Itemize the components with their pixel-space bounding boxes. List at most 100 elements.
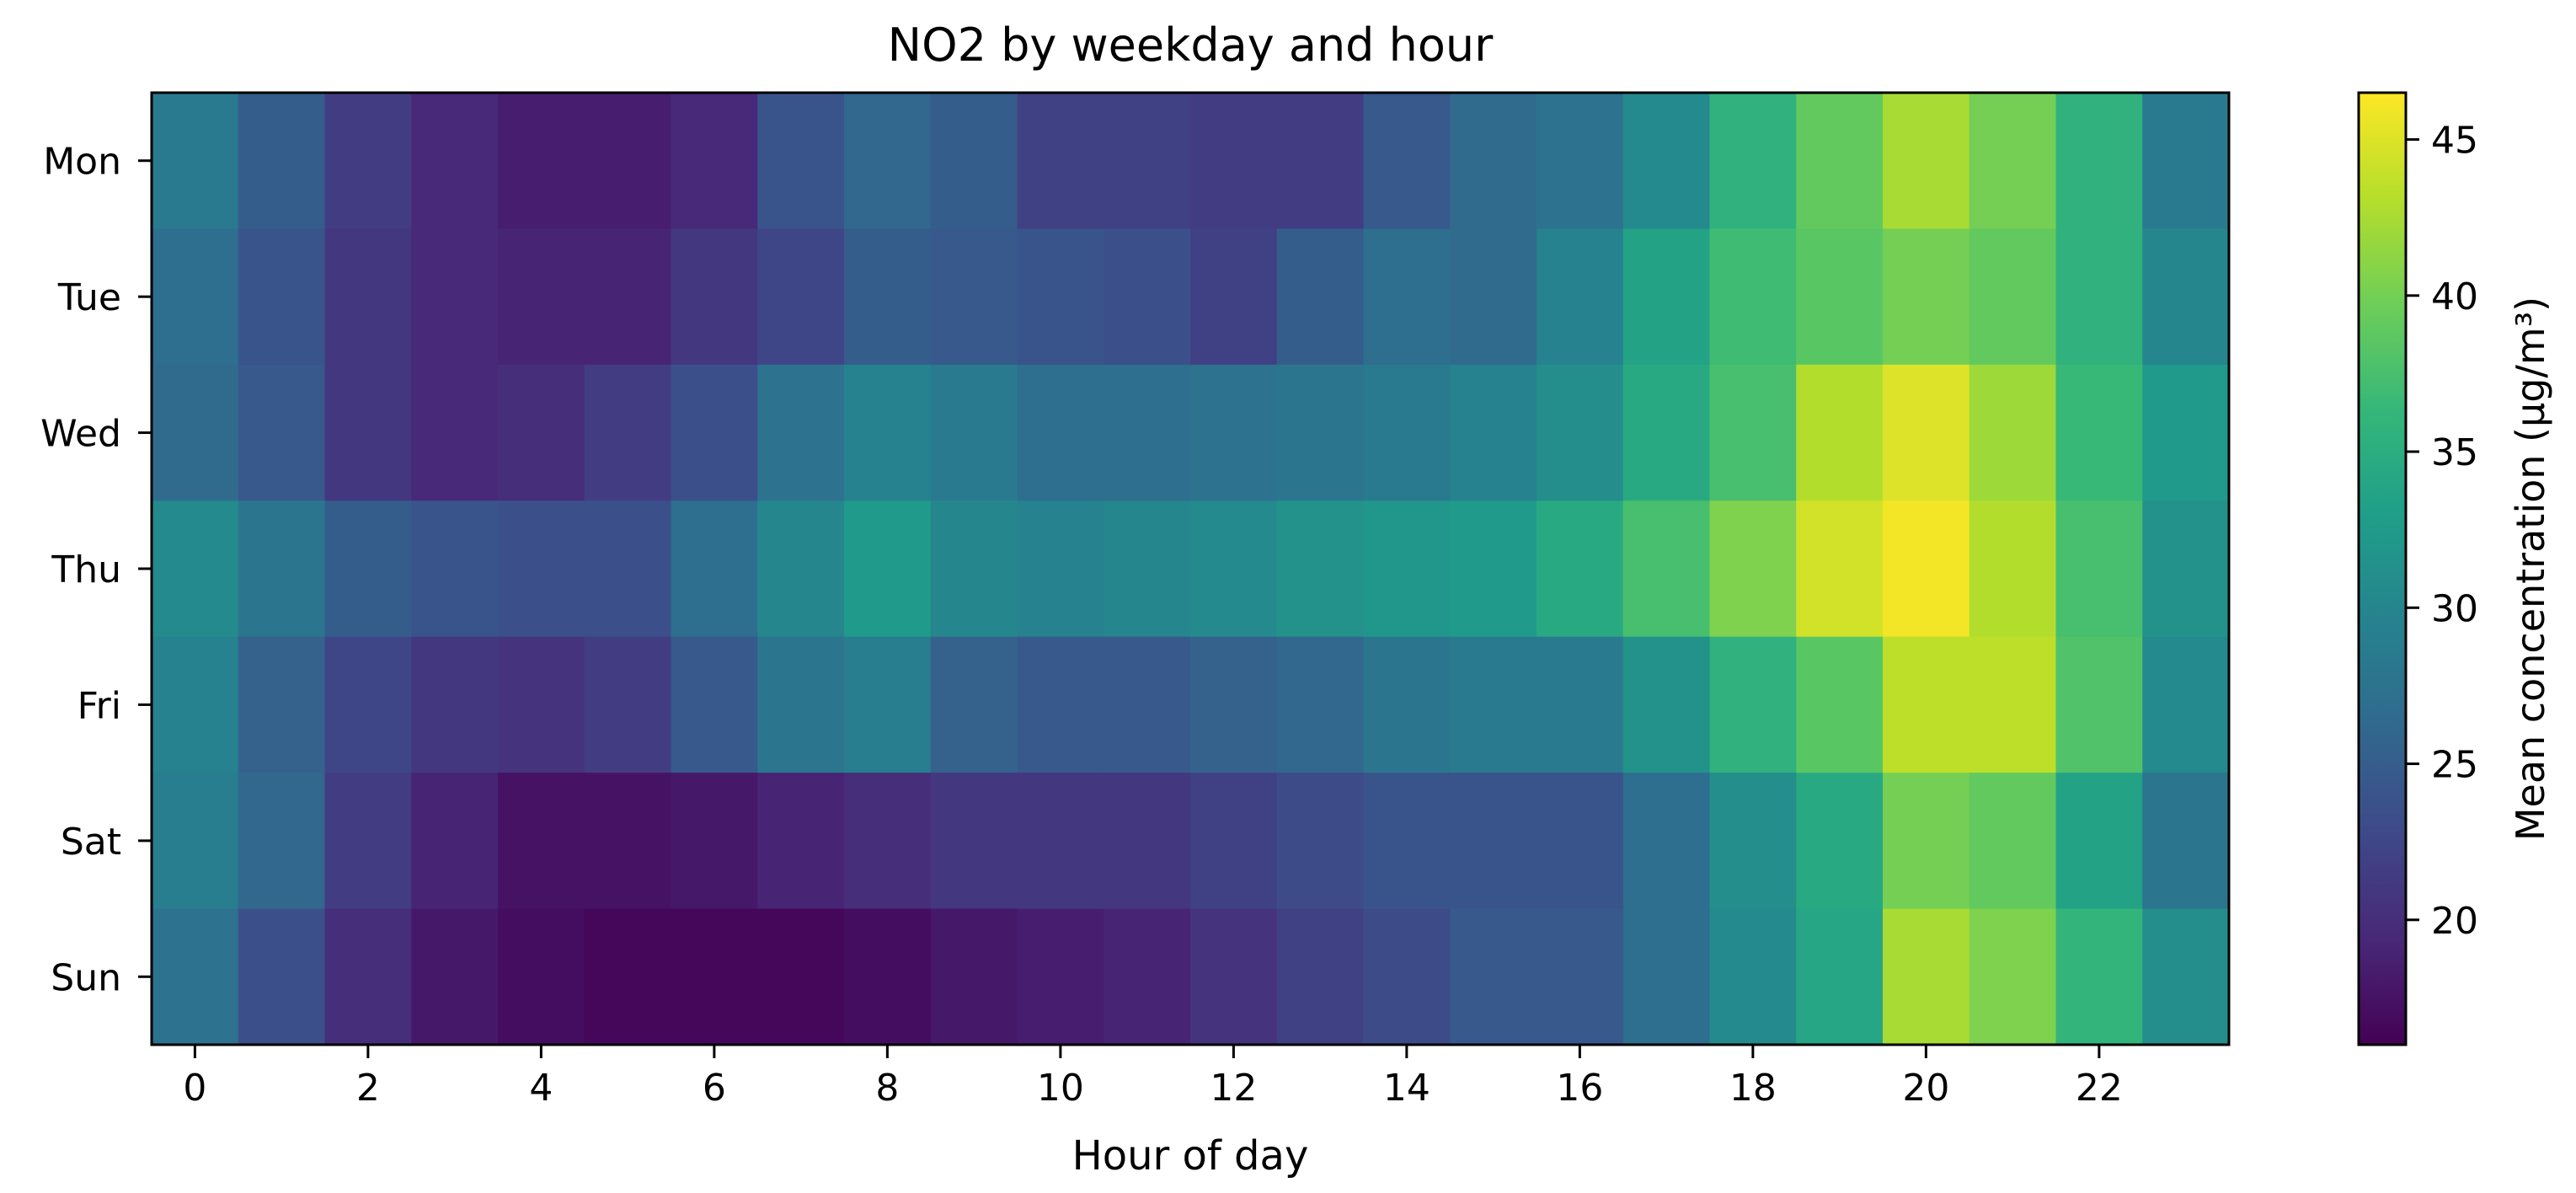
heatmap-cell	[1622, 93, 1711, 230]
y-tick-label: Mon	[43, 141, 121, 184]
heatmap-cell	[2142, 636, 2230, 773]
heatmap-cell	[1537, 636, 1624, 773]
heatmap-cell	[1969, 636, 2057, 773]
heatmap-cell	[1104, 773, 1191, 910]
heatmap-cell	[324, 93, 412, 230]
heatmap-cell	[1190, 908, 1278, 1046]
heatmap-cell	[671, 908, 758, 1046]
y-axis: Mon Tue Wed Thu Fri Sat Sun	[40, 141, 152, 999]
heatmap-cell	[1709, 908, 1797, 1046]
colorbar: 20 25 30 35 40 45 Mean concentration (µg/m³)	[2357, 91, 2553, 1046]
heatmap-cell	[1622, 908, 1711, 1046]
heatmap-cell	[324, 500, 412, 638]
heatmap-cell	[1363, 93, 1451, 230]
heatmap-cell	[1276, 364, 1365, 501]
heatmap-cell	[1537, 908, 1624, 1046]
heatmap-cell	[1276, 908, 1365, 1046]
heatmap-cell	[757, 773, 845, 910]
heatmap-cell	[498, 773, 585, 910]
heatmap-cell	[1450, 500, 1537, 638]
heatmap-cell	[930, 500, 1018, 638]
heatmap-cell	[1450, 908, 1537, 1046]
heatmap-cell	[498, 908, 585, 1046]
y-tick-label: Tue	[57, 276, 121, 319]
heatmap-cell	[1709, 636, 1797, 773]
heatmap-cell	[1104, 93, 1191, 230]
heatmap-cell	[324, 364, 412, 501]
heatmap-cell	[1796, 500, 1884, 638]
heatmap-cell	[1969, 364, 2057, 501]
heatmap-cell	[1537, 773, 1624, 910]
heatmap-cell	[1969, 773, 2057, 910]
heatmap-cell	[757, 636, 845, 773]
heatmap-cell	[1190, 500, 1278, 638]
heatmap-cell	[1190, 773, 1278, 910]
heatmap-cell	[152, 908, 239, 1046]
x-tick-label: 16	[1556, 1067, 1603, 1110]
heatmap-cell	[1276, 500, 1365, 638]
x-tick-label: 8	[875, 1067, 899, 1110]
heatmap-cell	[930, 636, 1018, 773]
heatmap-cell	[1537, 93, 1624, 230]
heatmap-cell	[238, 908, 326, 1046]
y-tick-label: Fri	[77, 684, 121, 727]
heatmap-cell	[1969, 500, 2057, 638]
colorbar-tick-label: 35	[2431, 431, 2478, 474]
heatmap-cell	[1622, 773, 1711, 910]
heatmap-cell	[411, 228, 499, 366]
heatmap-cell	[1017, 908, 1104, 1046]
heatmap-cell	[844, 773, 932, 910]
heatmap-cell	[584, 228, 672, 366]
x-tick-label: 12	[1210, 1067, 1257, 1110]
heatmap-cell	[1363, 773, 1451, 910]
heatmap-cell	[1450, 93, 1537, 230]
heatmap-cell	[930, 908, 1018, 1046]
x-tick-label: 4	[529, 1067, 553, 1110]
heatmap-cell	[844, 636, 932, 773]
heatmap-cell	[411, 908, 499, 1046]
heatmap-cell	[1969, 908, 2057, 1046]
heatmap-cell	[1276, 773, 1365, 910]
colorbar-gradient	[2359, 93, 2406, 1045]
heatmap-cell	[238, 773, 326, 910]
colorbar-tick-label: 30	[2431, 587, 2478, 630]
x-tick-label: 2	[356, 1067, 380, 1110]
heatmap-cell	[584, 773, 672, 910]
heatmap-cell	[1104, 636, 1191, 773]
heatmap-cell	[757, 93, 845, 230]
heatmap-cell	[757, 364, 845, 501]
heatmap-cell	[324, 773, 412, 910]
heatmap-cell	[1190, 93, 1278, 230]
heatmap-cell	[1450, 636, 1537, 773]
heatmap-cell	[1883, 228, 1970, 366]
heatmap-cell	[2055, 908, 2143, 1046]
heatmap-cell	[1709, 93, 1797, 230]
heatmap-cell	[671, 93, 758, 230]
heatmap-cell	[152, 228, 239, 366]
heatmap-cell	[844, 93, 932, 230]
heatmap-cell	[238, 500, 326, 638]
heatmap-cell	[671, 773, 758, 910]
colorbar-frame	[2357, 91, 2408, 1046]
heatmap-cell	[1276, 228, 1365, 366]
heatmap-cell	[1883, 364, 1970, 501]
heatmap-cell	[152, 773, 239, 910]
heatmap-cell	[152, 500, 239, 638]
y-tick-label: Sat	[61, 821, 121, 864]
heatmap-cell	[1363, 228, 1451, 366]
heatmap-cell	[2055, 773, 2143, 910]
x-tick-label: 18	[1729, 1067, 1777, 1110]
heatmap-cell	[1622, 364, 1711, 501]
y-tick-label: Thu	[51, 548, 121, 591]
heatmap-cell	[1017, 636, 1104, 773]
heatmap-cell	[930, 773, 1018, 910]
x-tick-label: 10	[1037, 1067, 1084, 1110]
heatmap-cell	[584, 364, 672, 501]
heatmap-cell	[1363, 908, 1451, 1046]
heatmap-cell	[584, 500, 672, 638]
heatmap-cell	[1190, 364, 1278, 501]
x-axis: 0 2 4 6 8 10 12 14 16 18 20 22	[183, 1045, 2123, 1110]
heatmap-cell	[152, 364, 239, 501]
heatmap-cell	[844, 500, 932, 638]
heatmap-cell	[2142, 773, 2230, 910]
